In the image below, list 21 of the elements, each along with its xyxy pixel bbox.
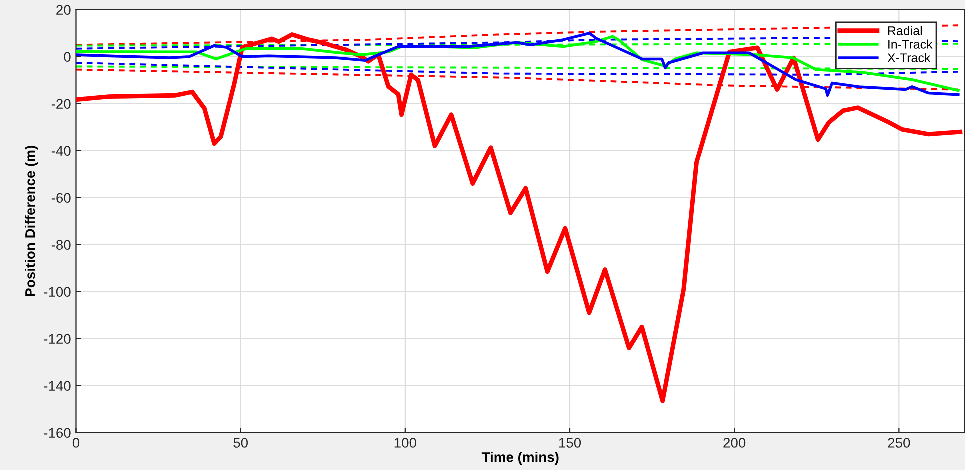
x-axis-title: Time (mins) <box>482 452 559 466</box>
y-tick-label: 0 <box>64 52 71 62</box>
y-tick-label: 20 <box>56 5 71 16</box>
y-tick-label: -80 <box>52 240 71 250</box>
y-tick-label: -140 <box>44 381 71 392</box>
y-tick-label: -40 <box>52 146 71 156</box>
legend-label: X-Track <box>888 53 931 62</box>
x-tick-label: 150 <box>559 438 582 448</box>
x-tick-label: 50 <box>234 438 248 448</box>
x-tick-label: 250 <box>888 438 910 448</box>
y-tick-label: -100 <box>44 287 71 298</box>
legend-label: Radial <box>888 26 922 36</box>
legend-label: In-Track <box>888 40 933 49</box>
y-tick-label: -20 <box>52 99 71 110</box>
y-axis-title: Position Difference (m) <box>25 146 38 296</box>
x-tick-label: 200 <box>724 438 746 448</box>
x-tick-label: 100 <box>394 438 416 448</box>
x-tick-label: 0 <box>72 438 80 448</box>
y-tick-label: -160 <box>44 428 71 438</box>
y-tick-label: -120 <box>44 334 71 344</box>
y-tick-label: -60 <box>52 193 71 204</box>
